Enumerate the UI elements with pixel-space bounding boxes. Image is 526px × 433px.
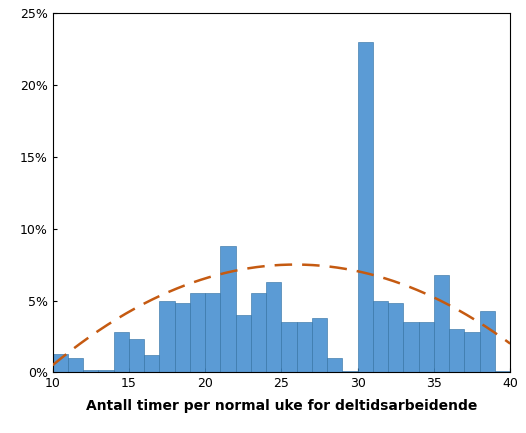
Bar xyxy=(388,304,403,372)
Bar xyxy=(159,301,175,372)
Bar xyxy=(327,358,342,372)
Bar xyxy=(190,293,205,372)
Bar xyxy=(373,301,388,372)
Bar xyxy=(464,332,480,372)
Bar xyxy=(175,304,190,372)
Bar xyxy=(297,322,312,372)
Bar xyxy=(281,322,297,372)
Bar xyxy=(68,358,83,372)
Bar xyxy=(449,329,464,372)
Bar xyxy=(266,282,281,372)
Bar xyxy=(480,310,495,372)
X-axis label: Antall timer per normal uke for deltidsarbeidende: Antall timer per normal uke for deltidsa… xyxy=(86,398,477,413)
Bar xyxy=(403,322,419,372)
Bar xyxy=(251,293,266,372)
Bar xyxy=(434,275,449,372)
Bar xyxy=(83,369,98,372)
Bar xyxy=(358,42,373,372)
Bar xyxy=(312,318,327,372)
Bar xyxy=(129,339,144,372)
Bar xyxy=(419,322,434,372)
Bar xyxy=(144,355,159,372)
Bar xyxy=(342,371,358,372)
Bar xyxy=(114,332,129,372)
Bar xyxy=(220,246,236,372)
Bar xyxy=(53,354,68,372)
Bar xyxy=(495,371,510,372)
Bar xyxy=(205,293,220,372)
Bar xyxy=(98,369,114,372)
Bar xyxy=(236,315,251,372)
